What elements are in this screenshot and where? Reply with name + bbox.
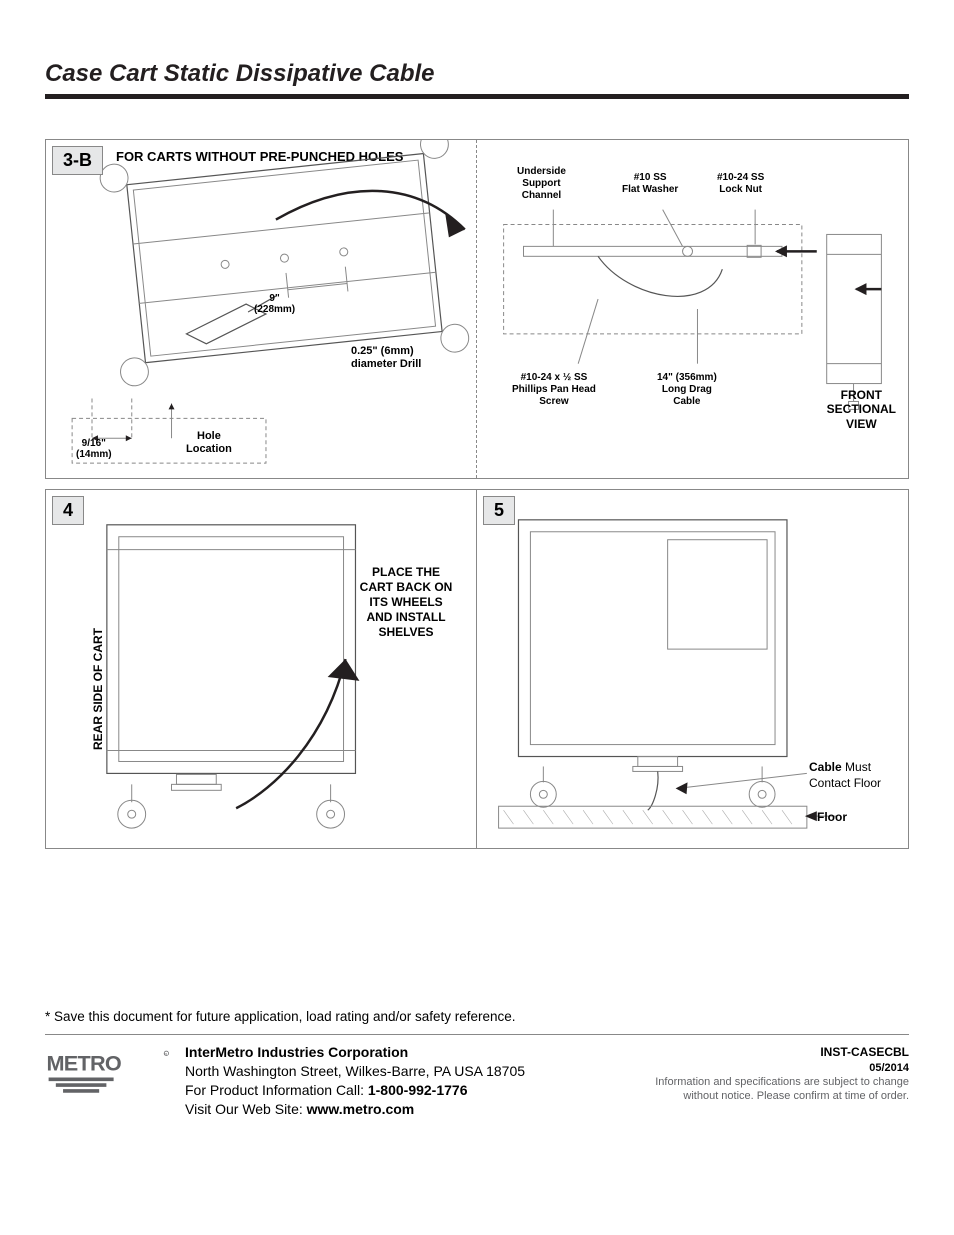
metro-logo: METRO R [45,1041,175,1096]
floor-label: Floor [817,810,847,824]
page-title: Case Cart Static Dissipative Cable [45,60,909,88]
screw-label: #10-24 x ½ SS Phillips Pan Head Screw [512,372,596,408]
locknut-label: #10-24 SS Lock Nut [717,172,764,196]
footer: METRO R InterMetro Industries Corporatio… [45,1041,909,1119]
step-4-5-box: 4 [45,489,909,849]
dim-916: 9/16"(14mm) [76,438,112,460]
dim-9in: 9"(228mm) [254,293,295,315]
cable14-label: 14" (356mm) Long Drag Cable [657,372,717,408]
step-3b-box: 3-B FOR CARTS WITHOUT PRE-PUNCHED HOLES [45,139,909,479]
doc-info: INST-CASECBL 05/2014 Information and spe… [629,1041,909,1103]
step-5-badge: 5 [483,496,515,525]
cable-note: Cable Must Contact Floor [809,760,904,791]
step-3b-badge: 3-B [52,146,103,175]
underside-label: Underside Support Channel [517,166,566,202]
company-web: Visit Our Web Site: www.metro.com [185,1100,619,1119]
company-info: InterMetro Industries Corporation North … [185,1041,619,1119]
step-5-diagram [477,490,908,848]
front-view-label: FRONT SECTIONAL VIEW [827,388,896,431]
rear-side-label: REAR SIDE OF CART [91,628,105,750]
washer-label: #10 SS Flat Washer [622,172,678,196]
logo-text: METRO [46,1051,121,1076]
step-4-instruction: PLACE THE CART BACK ON ITS WHEELS AND IN… [341,565,471,640]
svg-text:R: R [165,1053,168,1057]
company-name: InterMetro Industries Corporation [185,1043,619,1062]
footer-rule [45,1034,909,1035]
company-address: North Washington Street, Wilkes-Barre, P… [185,1062,619,1081]
company-phone: For Product Information Call: 1-800-992-… [185,1081,619,1100]
doc-code: INST-CASECBL [629,1045,909,1061]
title-rule [45,94,909,99]
hole-location-label: Hole Location [186,430,232,456]
step-4-badge: 4 [52,496,84,525]
save-document-footnote: * Save this document for future applicat… [45,1009,909,1024]
drill-label: 0.25" (6mm) diameter Drill [351,345,421,371]
doc-date: 05/2014 [629,1061,909,1075]
step-4-diagram [46,490,476,848]
doc-disclaimer: Information and specifications are subje… [629,1075,909,1104]
